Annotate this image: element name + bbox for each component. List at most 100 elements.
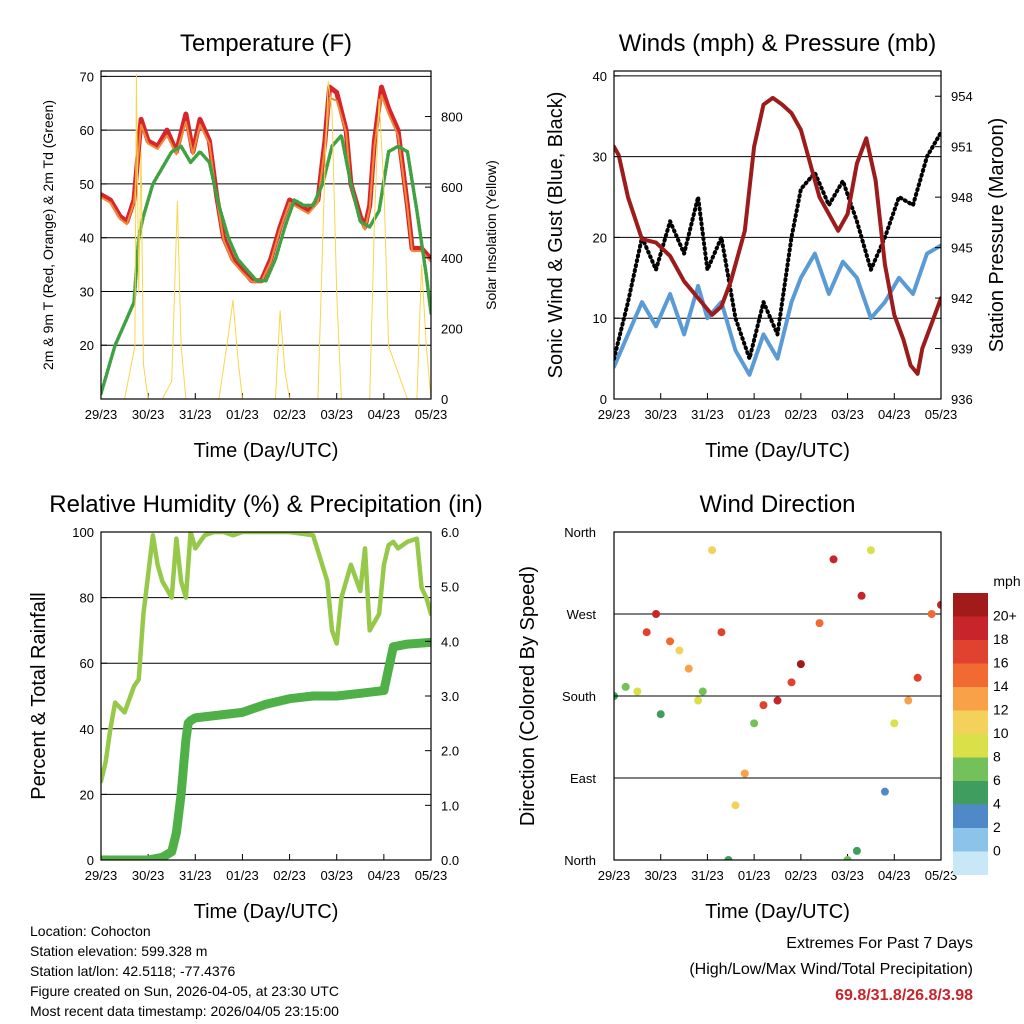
winds_pressure-xtick-label: 01/23: [738, 407, 771, 422]
rh_precip-xtick-label: 01/23: [226, 868, 259, 883]
rh_precip-xlabel: Time (Day/UTC): [194, 901, 339, 923]
wind-direction-point: [633, 687, 642, 696]
temperature-series-9m-t: [101, 94, 431, 283]
legend-label: 10: [993, 725, 1009, 741]
winds_pressure-series-station-pressure: [614, 95, 941, 376]
winds_pressure-ytick-right-label: 954: [951, 89, 973, 104]
wind-direction-point: [857, 591, 866, 600]
rh_precip-xtick-label: 29/23: [85, 868, 118, 883]
rh_precip-ytick-right-label: 6.0: [441, 525, 459, 540]
rh_precip-frame: [100, 531, 432, 861]
temperature-xtick-label: 30/23: [132, 407, 165, 422]
winds_pressure-ytick-label: 30: [593, 150, 607, 165]
wind_direction-ylabel: Direction (Colored By Speed): [517, 566, 539, 826]
extremes-values: 69.8/31.8/26.8/3.98: [835, 987, 973, 1004]
rh_precip-ylabel: Percent & Total Rainfall: [28, 592, 50, 800]
temperature-chart: Temperature (F) Time (Day/UTC) 29/23 30/23 3…: [40, 30, 499, 462]
wind-direction-point: [740, 769, 749, 778]
temperature-xtick-label: 29/23: [85, 407, 118, 422]
station-elevation: Station elevation: 599.328 m: [30, 943, 208, 959]
wind_direction-xtick-label: 01/23: [738, 868, 771, 883]
wind_direction-ytick-label: South: [562, 689, 596, 704]
winds_pressure-ytick-label: 20: [593, 230, 607, 245]
rh_precip-ytick-right-label: 3.0: [441, 689, 459, 704]
rh_precip-ytick-right-label: 1.0: [441, 798, 459, 813]
winds_pressure-series-sonic-wind: [614, 243, 941, 377]
temperature-xtick-label: 02/23: [273, 407, 306, 422]
winds_pressure-ytick-right-label: 951: [951, 140, 973, 155]
rh_precip-chart: Relative Humidity (%) & Precipitation (i…: [28, 491, 483, 923]
wind_direction-ytick-label: West: [567, 607, 597, 622]
wind-direction-point: [750, 719, 759, 728]
legend-swatch: [953, 828, 988, 852]
wind-direction-point: [759, 701, 768, 710]
wind-direction-point: [666, 637, 675, 646]
temperature-ytick-right-label: 200: [441, 321, 463, 336]
winds_pressure-chart: Winds (mph) & Pressure (mb) Time (Day/UTC…: [545, 30, 1008, 462]
extremes-title: Extremes For Past 7 Days: [786, 935, 973, 952]
temperature-ytick-label: 40: [80, 231, 94, 246]
data-timestamp: Most recent data timestamp: 2026/04/05 2…: [30, 1003, 339, 1019]
wind-direction-point: [890, 719, 899, 728]
legend-swatch: [953, 593, 988, 617]
wind-direction-point: [815, 619, 824, 628]
wind-direction-point: [796, 660, 805, 669]
legend-label: 4: [993, 796, 1001, 812]
legend-swatch: [953, 640, 988, 664]
temperature-xlabel: Time (Day/UTC): [194, 440, 339, 462]
winds_pressure-series-gust: [614, 130, 941, 361]
winds_pressure-xlabel: Time (Day/UTC): [705, 440, 850, 462]
winds_pressure-frame: [613, 70, 942, 400]
winds_pressure-ylabel-right: Station Pressure (Maroon): [986, 118, 1008, 353]
rh_precip-xtick-label: 04/23: [368, 868, 401, 883]
temperature-ytick-label: 50: [80, 177, 94, 192]
legend-label: 8: [993, 749, 1001, 765]
rh_precip-xtick-label: 30/23: [132, 868, 165, 883]
wind-direction-point: [787, 678, 796, 687]
temperature-xtick-label: 31/23: [179, 407, 212, 422]
wind-direction-point: [642, 628, 651, 637]
wind-direction-point: [773, 696, 782, 705]
legend-swatch: [953, 851, 988, 875]
wind-direction-point: [684, 664, 693, 673]
wind-direction-point: [698, 687, 707, 696]
legend-swatch: [953, 804, 988, 828]
wind_direction-ytick-label: North: [564, 853, 596, 868]
legend-label: 20+: [993, 608, 1017, 624]
temperature-xtick-label: 04/23: [368, 407, 401, 422]
wind-direction-point: [866, 546, 875, 555]
wind-direction-point: [852, 846, 861, 855]
station-location: Location: Cohocton: [30, 923, 151, 939]
temperature-series-2m-td: [101, 133, 431, 396]
rh_precip-ytick-right-label: 0.0: [441, 853, 459, 868]
wind_direction-xtick-label: 31/23: [691, 868, 724, 883]
rh_precip-data: [101, 532, 431, 860]
temperature-ytick-label: 70: [80, 69, 94, 84]
legend-swatch: [953, 710, 988, 734]
winds_pressure-xtick-label: 29/23: [598, 407, 631, 422]
winds_pressure-xtick-label: 30/23: [644, 407, 677, 422]
rh_precip-ytick-label: 100: [72, 525, 94, 540]
wind_direction-xtick-label: 03/23: [831, 868, 864, 883]
wind-direction-point: [880, 787, 889, 796]
temperature-ytick-right-label: 0: [441, 392, 448, 407]
winds_pressure-ytick-right-label: 939: [951, 342, 973, 357]
temperature-ytick-label: 30: [80, 284, 94, 299]
winds_pressure-ytick-label: 0: [600, 392, 607, 407]
temperature-title: Temperature (F): [180, 30, 352, 57]
winds_pressure-ytick-right-label: 942: [951, 291, 973, 306]
legend-title: mph: [993, 573, 1020, 589]
wind_direction-frame: [613, 531, 942, 861]
wind-direction-point: [843, 856, 852, 860]
winds_pressure-ytick-right-label: 948: [951, 190, 973, 205]
legend-label: 18: [993, 631, 1009, 647]
rh_precip-ytick-label: 60: [80, 656, 94, 671]
speed-legend: mph 20+ 18 16 14 12 10 8 6 4 2 0: [953, 573, 1021, 875]
extremes-subtitle: (High/Low/Max Wind/Total Precipitation): [689, 961, 973, 978]
temperature-ytick-label: 60: [80, 123, 94, 138]
wind_direction-xtick-label: 05/23: [925, 868, 958, 883]
rh_precip-xtick-label: 03/23: [320, 868, 353, 883]
wind_direction-xtick-label: 29/23: [598, 868, 631, 883]
wind_direction-data: [614, 546, 941, 860]
